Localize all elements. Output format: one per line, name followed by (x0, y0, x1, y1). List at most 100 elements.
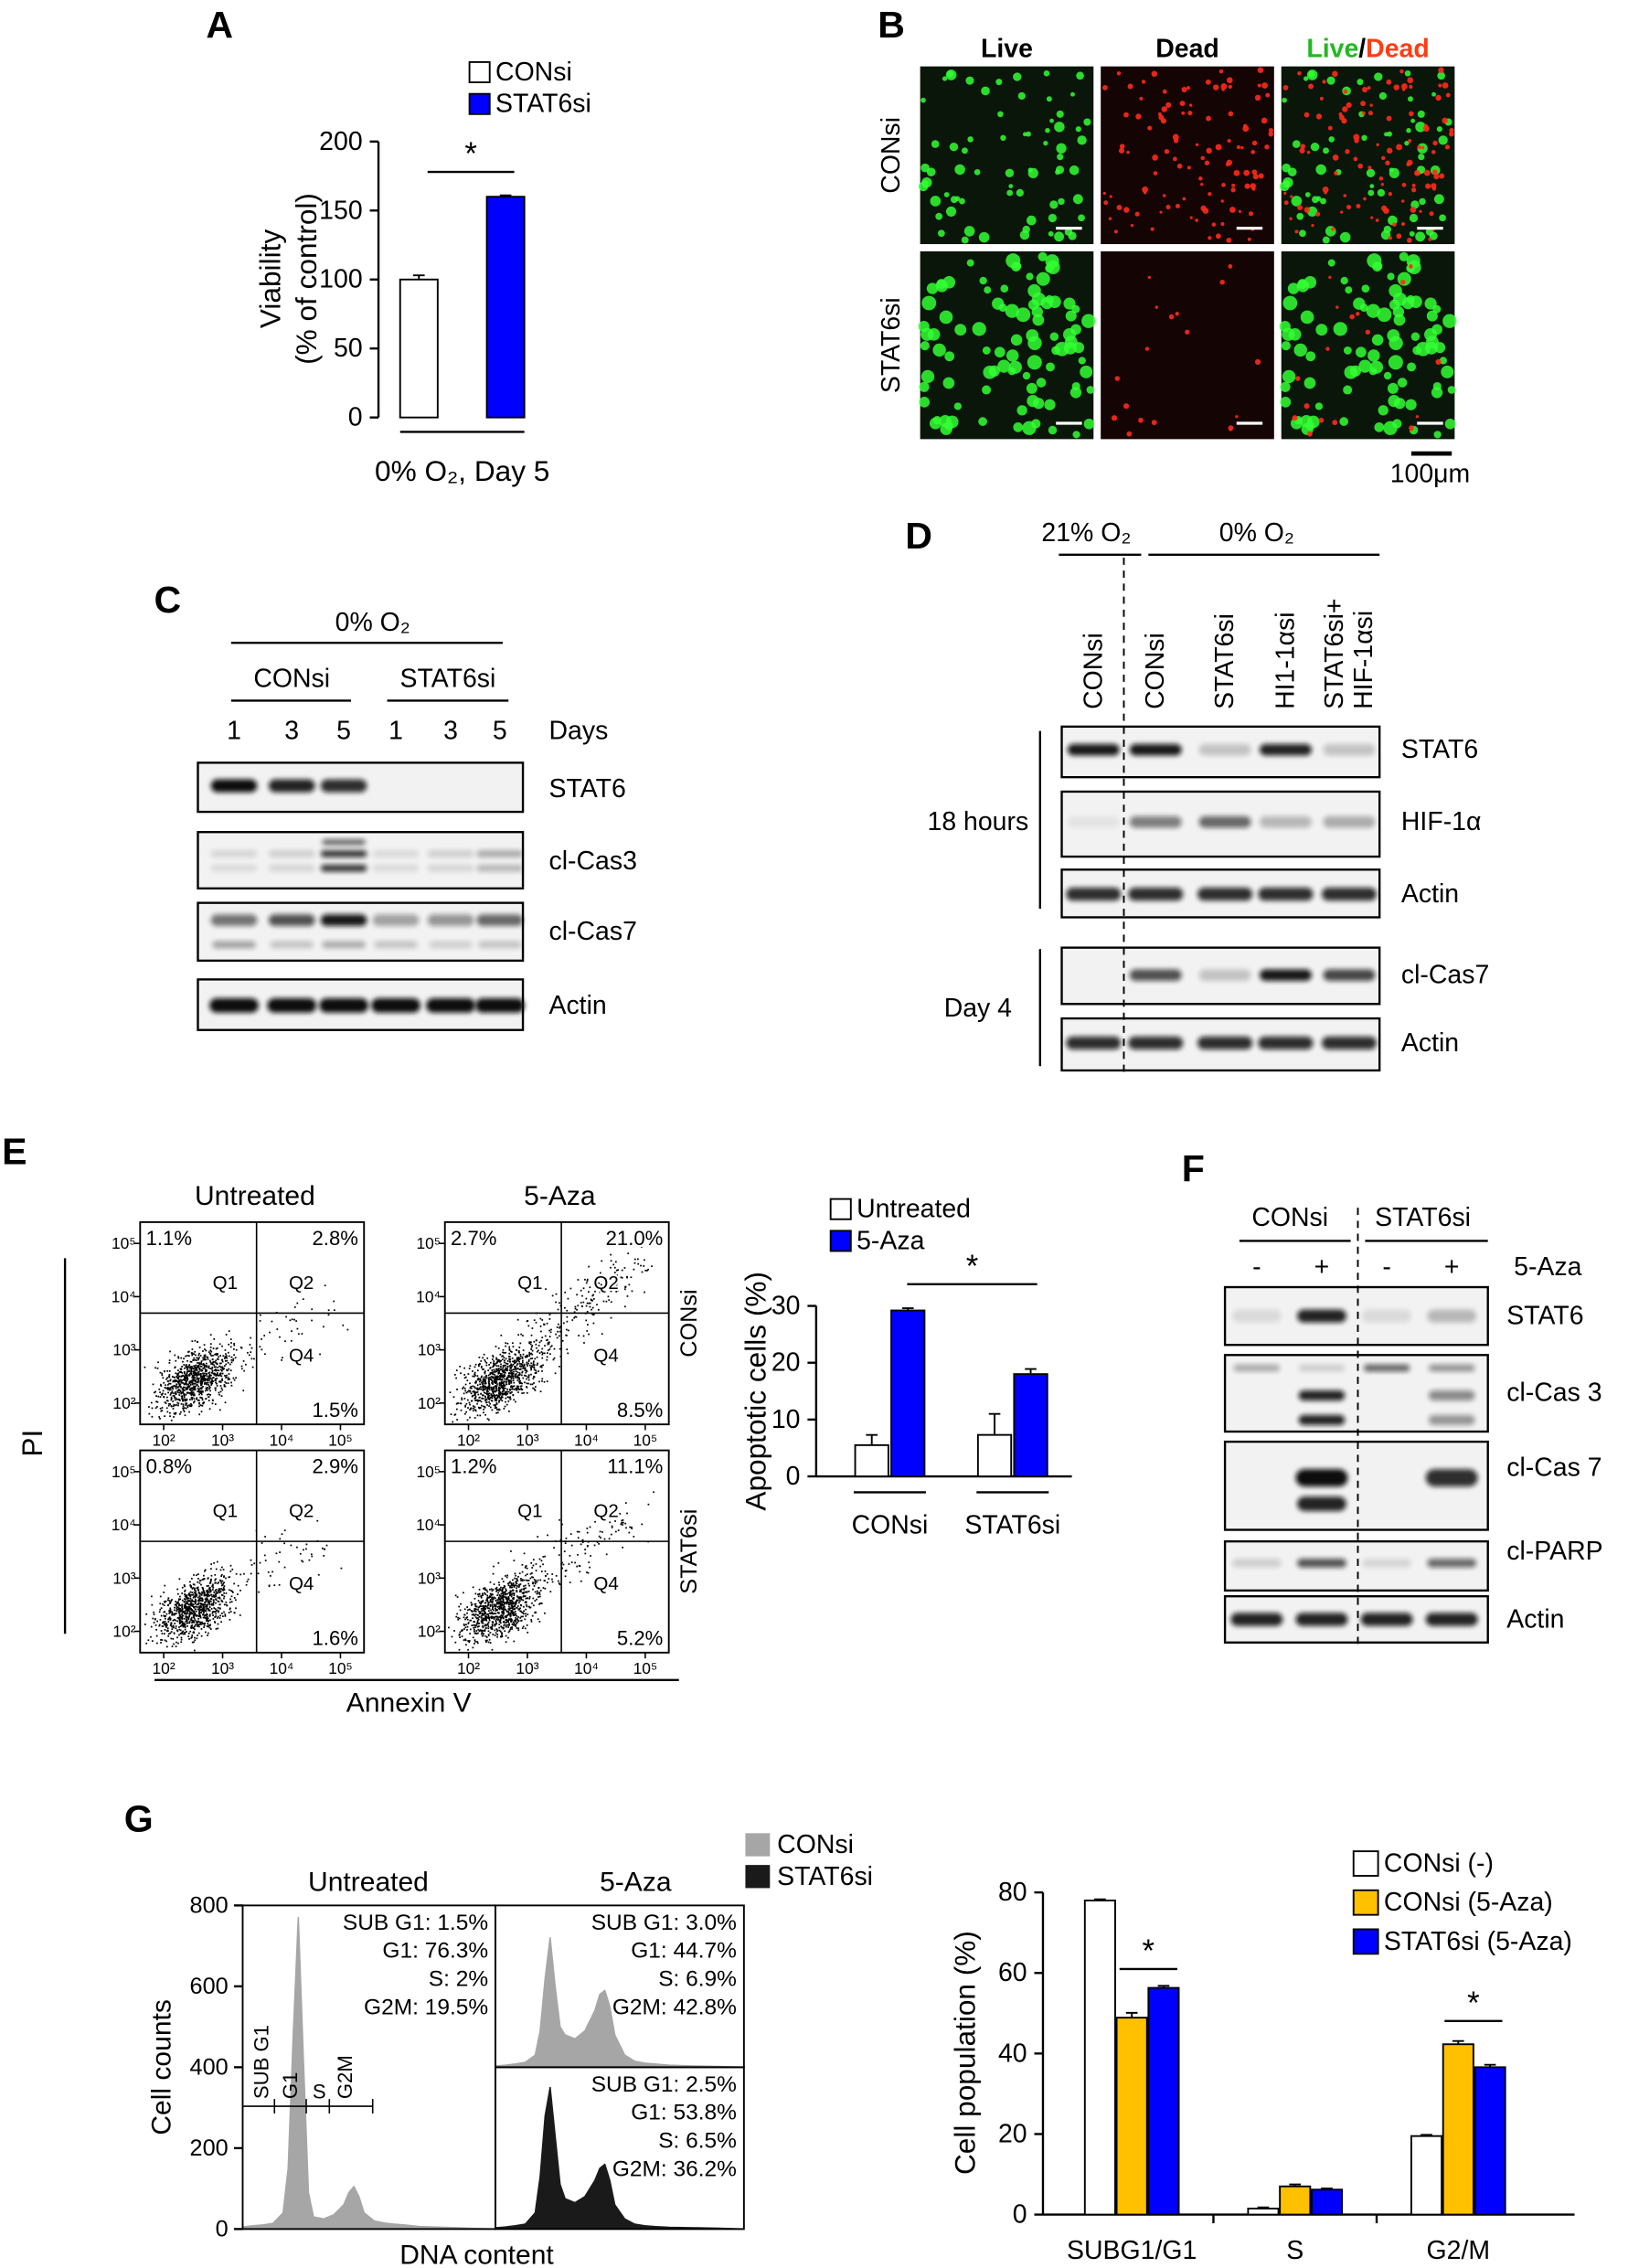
event (194, 1613, 197, 1615)
lane-label: CONsi (1079, 633, 1108, 709)
event (500, 1381, 503, 1383)
event (484, 1380, 485, 1383)
event (197, 1378, 200, 1379)
live-cell (1070, 324, 1081, 335)
treatment-label: 5-Aza (1514, 1252, 1581, 1282)
event (495, 1368, 497, 1370)
event (197, 1370, 200, 1373)
event (191, 1396, 194, 1399)
dead-cell (1407, 77, 1414, 84)
event (488, 1638, 491, 1641)
event (594, 1520, 596, 1523)
event (234, 1599, 237, 1602)
event (469, 1403, 471, 1406)
event (180, 1368, 182, 1371)
live-cell (954, 164, 965, 176)
event (495, 1618, 498, 1621)
event (532, 1360, 535, 1363)
event (182, 1407, 184, 1410)
event (218, 1362, 221, 1365)
event (181, 1586, 184, 1589)
live-cell (942, 76, 948, 81)
event (519, 1385, 522, 1388)
event (179, 1604, 182, 1607)
event (195, 1590, 197, 1592)
event (510, 1602, 512, 1604)
event (199, 1355, 202, 1357)
event (505, 1378, 507, 1380)
event (497, 1358, 499, 1361)
dead-cell (1254, 358, 1261, 366)
event (497, 1589, 499, 1592)
event (180, 1616, 182, 1619)
event (228, 1343, 230, 1346)
event (478, 1357, 481, 1358)
y-tick-label: 0 (786, 1462, 801, 1491)
event (498, 1389, 500, 1390)
dead-cell (1419, 209, 1422, 213)
event (492, 1392, 495, 1395)
event (521, 1580, 524, 1581)
event (177, 1378, 179, 1380)
event (226, 1357, 229, 1359)
dead-cell (1392, 222, 1397, 227)
event (199, 1616, 202, 1619)
event (197, 1634, 198, 1636)
live-cell (1366, 168, 1376, 178)
event (495, 1394, 498, 1396)
event (542, 1364, 544, 1367)
event (167, 1603, 169, 1606)
event (194, 1587, 196, 1590)
event (152, 1383, 154, 1386)
event (193, 1595, 196, 1598)
event (190, 1612, 192, 1613)
event (495, 1599, 497, 1602)
event (509, 1603, 512, 1605)
event (504, 1585, 506, 1588)
bar (854, 1443, 889, 1477)
live-cell (1327, 259, 1335, 267)
event (497, 1592, 499, 1594)
y-tick-label: 150 (319, 196, 362, 225)
event (483, 1607, 485, 1610)
event (499, 1376, 502, 1378)
event (507, 1620, 509, 1623)
dead-cell (1152, 154, 1158, 161)
event (207, 1379, 209, 1381)
event (161, 1410, 164, 1411)
event (212, 1586, 215, 1589)
event (512, 1346, 515, 1348)
event (460, 1402, 463, 1405)
band (322, 941, 366, 949)
event (483, 1617, 485, 1620)
event (495, 1601, 498, 1603)
live-cell (944, 351, 955, 362)
event (563, 1322, 565, 1325)
event (495, 1378, 498, 1380)
event (470, 1392, 473, 1395)
event (464, 1383, 467, 1386)
event (175, 1372, 177, 1375)
event (463, 1367, 465, 1369)
event (507, 1613, 509, 1616)
dead-cell (1332, 70, 1338, 78)
live-cell (1304, 192, 1311, 197)
dead-cell (1109, 195, 1112, 198)
event (193, 1393, 196, 1395)
event (195, 1379, 197, 1381)
dead-cell (1283, 191, 1287, 196)
event (534, 1591, 537, 1593)
event (511, 1606, 514, 1609)
live-cell (1410, 295, 1422, 308)
event (205, 1387, 207, 1390)
band (429, 941, 473, 949)
event (193, 1610, 196, 1613)
event (186, 1597, 188, 1599)
event (516, 1318, 519, 1321)
event (454, 1413, 457, 1416)
event (474, 1640, 476, 1643)
event (480, 1620, 483, 1623)
event (169, 1611, 172, 1613)
event (502, 1595, 505, 1598)
event (513, 1619, 516, 1622)
